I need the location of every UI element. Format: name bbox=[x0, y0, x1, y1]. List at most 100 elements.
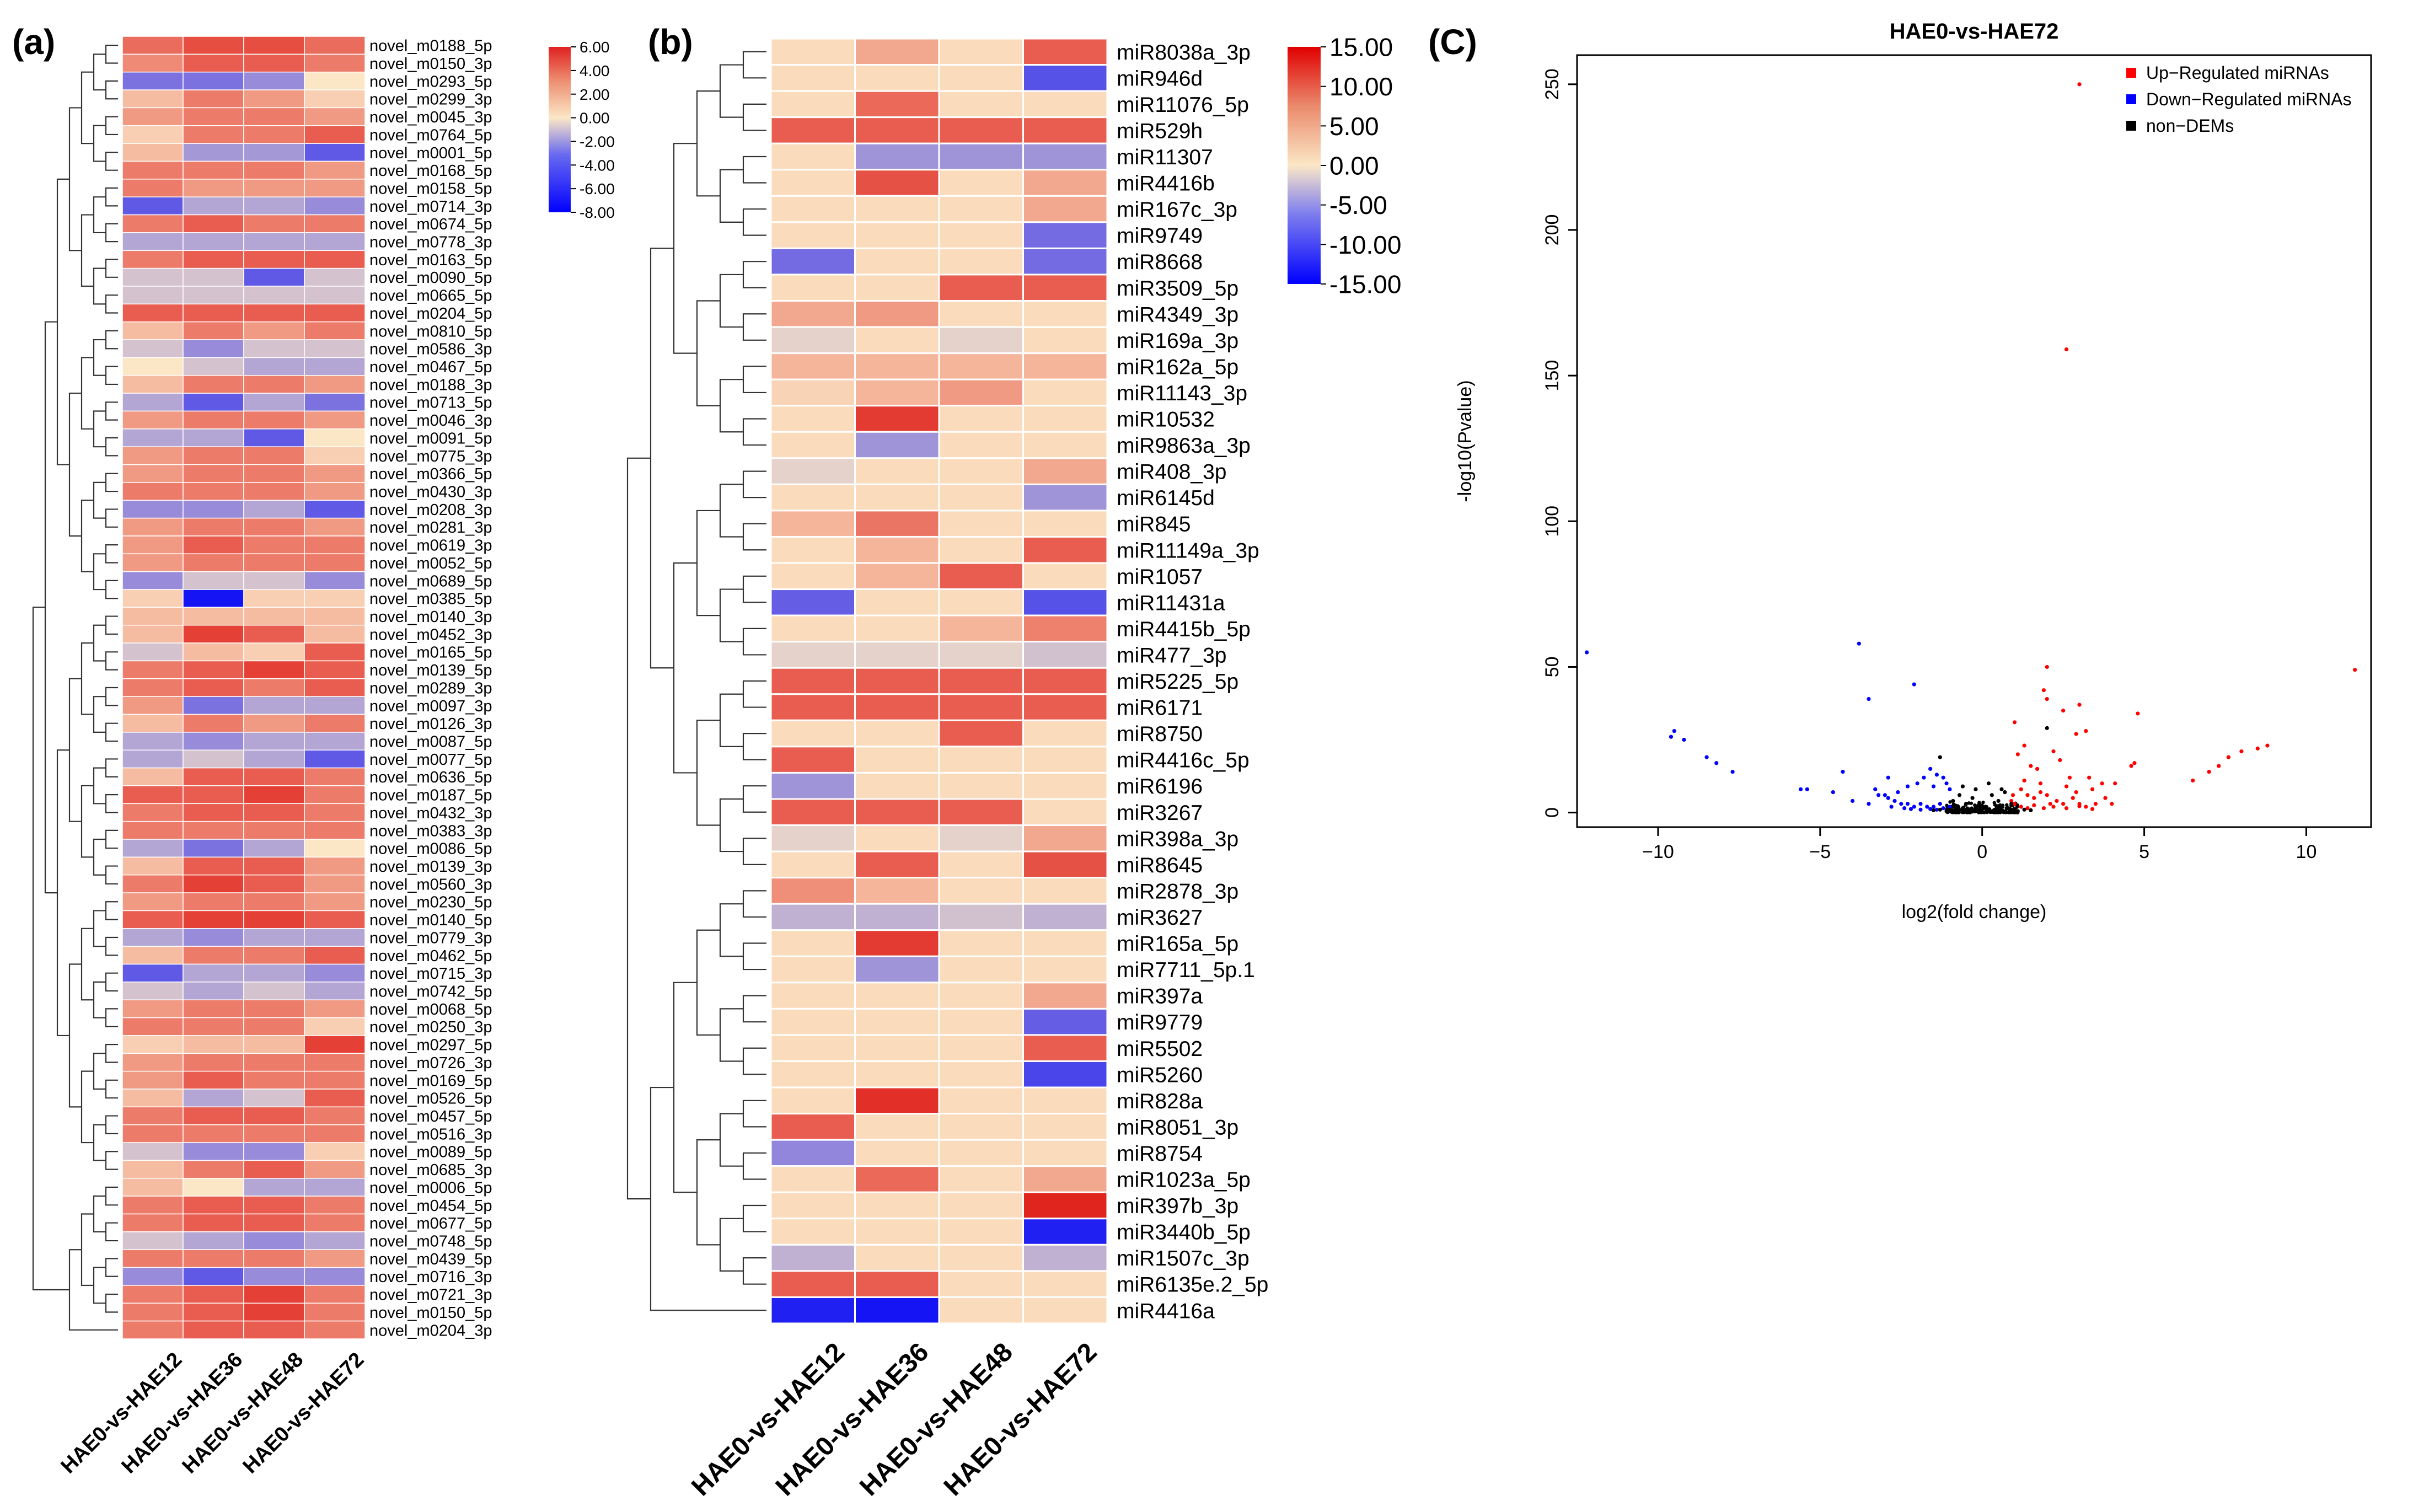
heatmap-cell bbox=[122, 1213, 184, 1232]
volcano-point-up bbox=[2051, 805, 2056, 809]
heatmap-cell bbox=[1022, 1296, 1108, 1325]
heatmap-cell bbox=[183, 607, 244, 626]
heatmap-row-label: miR8750 bbox=[1117, 722, 1203, 746]
heatmap-row-label: miR169a_3p bbox=[1117, 329, 1238, 353]
heatmap-cell bbox=[854, 90, 940, 119]
heatmap-cell bbox=[304, 1053, 366, 1072]
heatmap-row-label: novel_m0163_5p bbox=[369, 251, 492, 269]
dendrogram-branch bbox=[81, 500, 94, 572]
heatmap-row-label: novel_m0293_5p bbox=[369, 73, 492, 90]
volcano-point-down bbox=[1915, 781, 1919, 786]
heatmap-cell bbox=[770, 300, 856, 328]
heatmap-cell bbox=[304, 1106, 366, 1125]
heatmap-cell bbox=[304, 928, 366, 947]
heatmap-cell bbox=[304, 714, 366, 733]
heatmap-cell bbox=[854, 1034, 940, 1062]
volcano-point-nondem bbox=[2029, 808, 2033, 812]
legend-up-swatch bbox=[2126, 68, 2136, 78]
heatmap-cell bbox=[304, 71, 366, 90]
heatmap-row-label: miR11431a bbox=[1117, 591, 1225, 615]
heatmap-row-label: miR6196 bbox=[1117, 775, 1203, 798]
heatmap-row-label: novel_m0250_3p bbox=[369, 1018, 492, 1036]
heatmap-row-label: miR828a bbox=[1117, 1090, 1203, 1113]
volcano-point-down bbox=[1876, 793, 1881, 797]
heatmap-cell bbox=[770, 535, 856, 564]
heatmap-cell bbox=[243, 428, 305, 447]
heatmap-cell bbox=[304, 160, 366, 180]
heatmap-row-label: novel_m0748_5p bbox=[369, 1232, 492, 1250]
heatmap-row-label: novel_m0775_3p bbox=[369, 448, 492, 465]
dendrogram-branch bbox=[32, 607, 69, 1291]
heatmap-cell bbox=[122, 375, 184, 394]
dendrogram-branch bbox=[105, 187, 118, 207]
heatmap-row-label: novel_m0297_5p bbox=[369, 1037, 492, 1054]
heatmap-row-label: novel_m0526_5p bbox=[369, 1090, 492, 1108]
legend-tick-label: 15.00 bbox=[1329, 33, 1393, 62]
heatmap-cell bbox=[243, 821, 305, 840]
heatmap-column-label: HAE0-vs-HAE48 bbox=[854, 1337, 1018, 1502]
heatmap-cell bbox=[243, 946, 305, 965]
heatmap-row-label: novel_m0721_3p bbox=[369, 1286, 492, 1304]
heatmap-cell bbox=[1022, 483, 1108, 512]
heatmap-cell bbox=[122, 286, 184, 305]
volcano-point-up bbox=[2051, 749, 2056, 754]
heatmap-cell bbox=[770, 221, 856, 249]
heatmap-cell bbox=[243, 874, 305, 893]
heatmap-cell bbox=[1022, 1007, 1108, 1036]
volcano-point-up bbox=[2074, 790, 2078, 795]
volcano-point-nondem bbox=[1960, 784, 1965, 789]
volcano-point-down bbox=[1941, 806, 1945, 811]
heatmap-cell bbox=[1022, 1034, 1108, 1062]
volcano-point-up bbox=[2093, 802, 2098, 806]
heatmap-cell bbox=[183, 946, 244, 965]
heatmap-cell bbox=[122, 196, 184, 216]
heatmap-cell bbox=[938, 1113, 1024, 1141]
dendrogram-branch bbox=[626, 457, 651, 1200]
volcano-point-nondem bbox=[1990, 793, 1994, 797]
volcano-point-down bbox=[1873, 787, 1878, 791]
volcano-points bbox=[1585, 82, 2357, 814]
volcano-point-down bbox=[1857, 641, 1861, 646]
heatmap-cell bbox=[770, 719, 856, 748]
heatmap-cell bbox=[243, 1285, 305, 1304]
heatmap-cell bbox=[122, 53, 184, 73]
dendrogram-branch bbox=[105, 1115, 118, 1134]
heatmap-cell bbox=[854, 195, 940, 223]
y-tick-label: 200 bbox=[1542, 215, 1563, 246]
heatmap-cell bbox=[770, 1113, 856, 1141]
heatmap-cell bbox=[938, 510, 1024, 538]
volcano-x-label: log2(fold change) bbox=[1902, 902, 2047, 923]
heatmap-a-row-labels: novel_m0188_5pnovel_m0150_3pnovel_m0293_… bbox=[369, 37, 492, 1340]
heatmap-cell bbox=[304, 1231, 366, 1250]
heatmap-row-label: novel_m0454_5p bbox=[369, 1197, 492, 1215]
volcano-point-nondem bbox=[1957, 793, 1962, 797]
panel-label-a: (a) bbox=[12, 22, 55, 62]
heatmap-cell bbox=[1022, 746, 1108, 774]
heatmap-cell bbox=[183, 785, 244, 805]
dendrogram-branch bbox=[93, 481, 106, 519]
dendrogram-branch bbox=[68, 393, 82, 537]
heatmap-row-label: novel_m0299_3p bbox=[369, 91, 492, 109]
heatmap-cell bbox=[243, 535, 305, 555]
heatmap-cell bbox=[938, 746, 1024, 774]
volcano-point-nondem bbox=[1999, 809, 2003, 813]
dendrogram-branch bbox=[105, 366, 118, 385]
volcano-point-up bbox=[2100, 781, 2104, 786]
heatmap-cell bbox=[243, 89, 305, 109]
heatmap-cell bbox=[243, 339, 305, 358]
heatmap-row-label: novel_m0726_3p bbox=[369, 1054, 492, 1072]
heatmap-cell bbox=[122, 749, 184, 769]
dendrogram-branch bbox=[742, 838, 766, 865]
heatmap-cell bbox=[938, 562, 1024, 591]
heatmap-cell bbox=[183, 1231, 244, 1250]
heatmap-cell bbox=[304, 446, 366, 465]
heatmap-cell bbox=[183, 874, 244, 893]
heatmap-b-dendrogram bbox=[626, 51, 766, 1311]
dendrogram-branch bbox=[105, 758, 118, 778]
heatmap-cell bbox=[122, 517, 184, 537]
heatmap-row-label: novel_m0714_3p bbox=[369, 198, 492, 216]
heatmap-cell bbox=[304, 642, 366, 662]
heatmap-cell bbox=[122, 714, 184, 733]
heatmap-cell bbox=[938, 169, 1024, 197]
volcano-point-up bbox=[2022, 743, 2026, 748]
